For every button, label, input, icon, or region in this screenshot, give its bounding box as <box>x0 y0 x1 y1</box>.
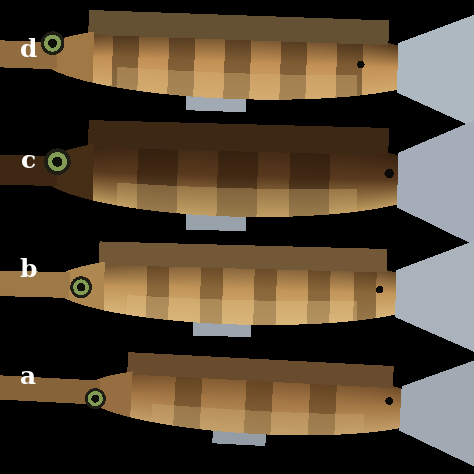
Text: d: d <box>20 38 37 62</box>
Text: b: b <box>20 258 37 282</box>
Text: c: c <box>21 149 36 173</box>
Text: a: a <box>20 365 36 389</box>
